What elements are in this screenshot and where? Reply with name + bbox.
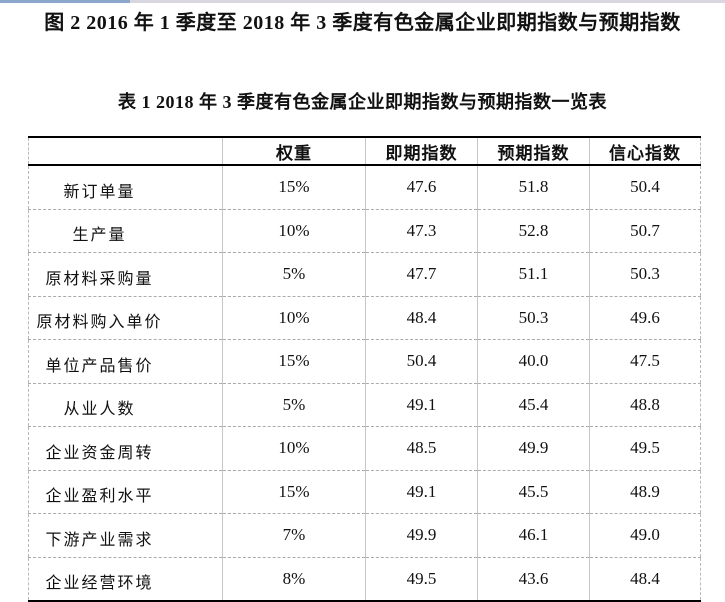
cell-current: 47.3 [365, 209, 478, 253]
cell-expected: 40.0 [477, 339, 590, 383]
cell-expected: 52.8 [477, 209, 590, 253]
header-cell-weight: 权重 [222, 137, 366, 165]
row-label: 生产量 [72, 227, 127, 245]
cell-current: 50.4 [365, 339, 478, 383]
cell-weight: 15% [222, 165, 366, 209]
cell-expected: 51.8 [477, 165, 590, 209]
table-row: 从业人数 5% 49.1 45.4 48.8 [28, 383, 701, 427]
cell-expected: 46.1 [477, 513, 590, 557]
cell-weight: 5% [222, 383, 366, 427]
cell-weight: 10% [222, 426, 366, 470]
table-row: 企业资金周转 10% 48.5 49.9 49.5 [28, 426, 701, 470]
cell-confidence: 49.5 [589, 426, 701, 470]
cell-current: 49.1 [365, 383, 478, 427]
cell-current: 49.5 [365, 557, 478, 601]
cell-weight: 7% [222, 513, 366, 557]
cell-weight: 10% [222, 209, 366, 253]
table-row: 原材料采购量 5% 47.7 51.1 50.3 [28, 252, 701, 296]
cell-expected: 43.6 [477, 557, 590, 601]
row-label: 新订单量 [63, 183, 136, 201]
cell-expected: 45.4 [477, 383, 590, 427]
cell-confidence: 49.6 [589, 296, 701, 340]
cell-expected: 45.5 [477, 470, 590, 514]
header-cell-confidence-index: 信心指数 [589, 137, 701, 165]
cell-confidence: 48.9 [589, 470, 701, 514]
cell-current: 48.4 [365, 296, 478, 340]
cell-expected: 51.1 [477, 252, 590, 296]
cell-current: 47.7 [365, 252, 478, 296]
header-cell-current-index: 即期指数 [365, 137, 478, 165]
table-row: 企业经营环境 8% 49.5 43.6 48.4 [28, 557, 701, 601]
cell-confidence: 48.8 [589, 383, 701, 427]
table-row: 下游产业需求 7% 49.9 46.1 49.0 [28, 513, 701, 557]
row-label: 企业盈利水平 [45, 488, 154, 506]
row-label: 原材料购入单价 [36, 314, 163, 332]
row-label: 下游产业需求 [45, 531, 154, 549]
cell-weight: 5% [222, 252, 366, 296]
table-header-row: 权重 即期指数 预期指数 信心指数 [28, 137, 701, 165]
row-label: 企业经营环境 [45, 575, 154, 593]
window-edge-strip-blue [0, 0, 130, 3]
figure-caption: 图 2 2016 年 1 季度至 2018 年 3 季度有色金属企业即期指数与预… [44, 12, 681, 34]
row-label: 从业人数 [63, 401, 136, 419]
cell-current: 48.5 [365, 426, 478, 470]
header-cell-item [29, 137, 223, 165]
window-edge-strip [0, 0, 725, 3]
window-edge-strip-lavender [130, 0, 725, 3]
cell-confidence: 50.3 [589, 252, 701, 296]
table-row: 原材料购入单价 10% 48.4 50.3 49.6 [28, 296, 701, 340]
table-row: 新订单量 15% 47.6 51.8 50.4 [28, 165, 701, 209]
cell-confidence: 50.4 [589, 165, 701, 209]
cell-weight: 15% [222, 339, 366, 383]
table-row: 生产量 10% 47.3 52.8 50.7 [28, 209, 701, 253]
cell-current: 49.9 [365, 513, 478, 557]
cell-weight: 10% [222, 296, 366, 340]
cell-expected: 49.9 [477, 426, 590, 470]
row-label: 原材料采购量 [45, 270, 154, 288]
cell-expected: 50.3 [477, 296, 590, 340]
cell-weight: 15% [222, 470, 366, 514]
row-label: 企业资金周转 [45, 444, 154, 462]
cell-confidence: 47.5 [589, 339, 701, 383]
index-table: 权重 即期指数 预期指数 信心指数 新订单量 15% 47.6 51.8 50.… [28, 136, 701, 602]
row-label: 单位产品售价 [45, 357, 154, 375]
cell-weight: 8% [222, 557, 366, 601]
table-row: 单位产品售价 15% 50.4 40.0 47.5 [28, 339, 701, 383]
cell-confidence: 50.7 [589, 209, 701, 253]
table-caption: 表 1 2018 年 3 季度有色金属企业即期指数与预期指数一览表 [118, 92, 607, 112]
cell-current: 49.1 [365, 470, 478, 514]
table-row: 企业盈利水平 15% 49.1 45.5 48.9 [28, 470, 701, 514]
cell-confidence: 49.0 [589, 513, 701, 557]
cell-confidence: 48.4 [589, 557, 701, 601]
header-cell-expected-index: 预期指数 [477, 137, 590, 165]
cell-current: 47.6 [365, 165, 478, 209]
